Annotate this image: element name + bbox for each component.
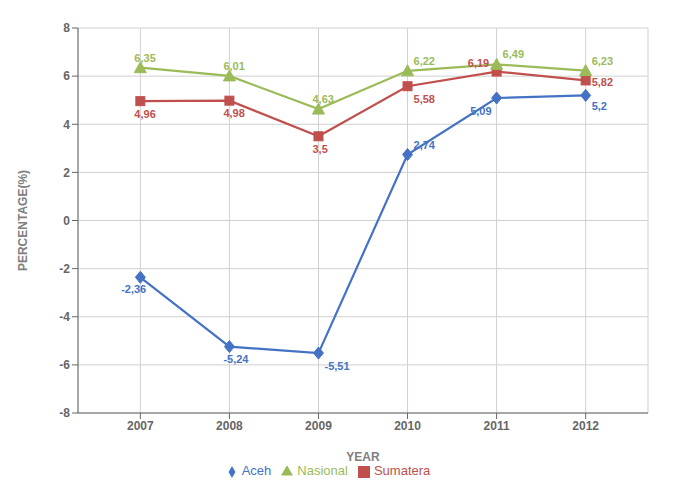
svg-text:2007: 2007 xyxy=(127,419,154,433)
svg-text:-8: -8 xyxy=(59,406,70,420)
svg-text:-2,36: -2,36 xyxy=(121,283,146,295)
svg-text:-2: -2 xyxy=(59,262,70,276)
svg-text:-5,24: -5,24 xyxy=(223,353,249,365)
svg-text:6,35: 6,35 xyxy=(134,52,155,64)
svg-text:2009: 2009 xyxy=(305,419,332,433)
html-text:Aceh: Aceh xyxy=(241,463,272,478)
html-text:Nasional: Nasional xyxy=(297,463,348,478)
svg-text:4,63: 4,63 xyxy=(312,93,333,105)
svg-text:6: 6 xyxy=(63,69,70,83)
svg-text:6,22: 6,22 xyxy=(414,55,435,67)
svg-text:5,2: 5,2 xyxy=(592,100,607,112)
svg-text:-5,51: -5,51 xyxy=(324,360,349,372)
svg-text:5,09: 5,09 xyxy=(470,105,491,117)
svg-text:4,96: 4,96 xyxy=(134,108,155,120)
svg-text:2012: 2012 xyxy=(572,419,599,433)
svg-text:4,98: 4,98 xyxy=(223,107,244,119)
svg-text:6,01: 6,01 xyxy=(223,60,244,72)
svg-text:5,82: 5,82 xyxy=(592,76,613,88)
svg-text:4: 4 xyxy=(63,118,70,132)
svg-text:2008: 2008 xyxy=(216,419,243,433)
svg-text:8: 8 xyxy=(63,21,70,35)
svg-text:2: 2 xyxy=(63,166,70,180)
svg-text:5,58: 5,58 xyxy=(414,93,435,105)
html-text:Sumatera: Sumatera xyxy=(373,463,431,478)
svg-text:-4: -4 xyxy=(59,310,70,324)
svg-text:2011: 2011 xyxy=(484,419,510,433)
svg-text:6,19: 6,19 xyxy=(468,57,489,69)
svg-text:3,5: 3,5 xyxy=(312,143,327,155)
svg-text:6,49: 6,49 xyxy=(503,48,524,60)
svg-text:PERCENTAGE(%): PERCENTAGE(%) xyxy=(16,170,30,271)
svg-text:2010: 2010 xyxy=(394,419,421,433)
svg-text:6,23: 6,23 xyxy=(592,55,613,67)
svg-text:YEAR: YEAR xyxy=(346,450,380,464)
svg-text:2,74: 2,74 xyxy=(414,139,436,151)
svg-text:0: 0 xyxy=(63,214,70,228)
svg-text:-6: -6 xyxy=(59,358,70,372)
